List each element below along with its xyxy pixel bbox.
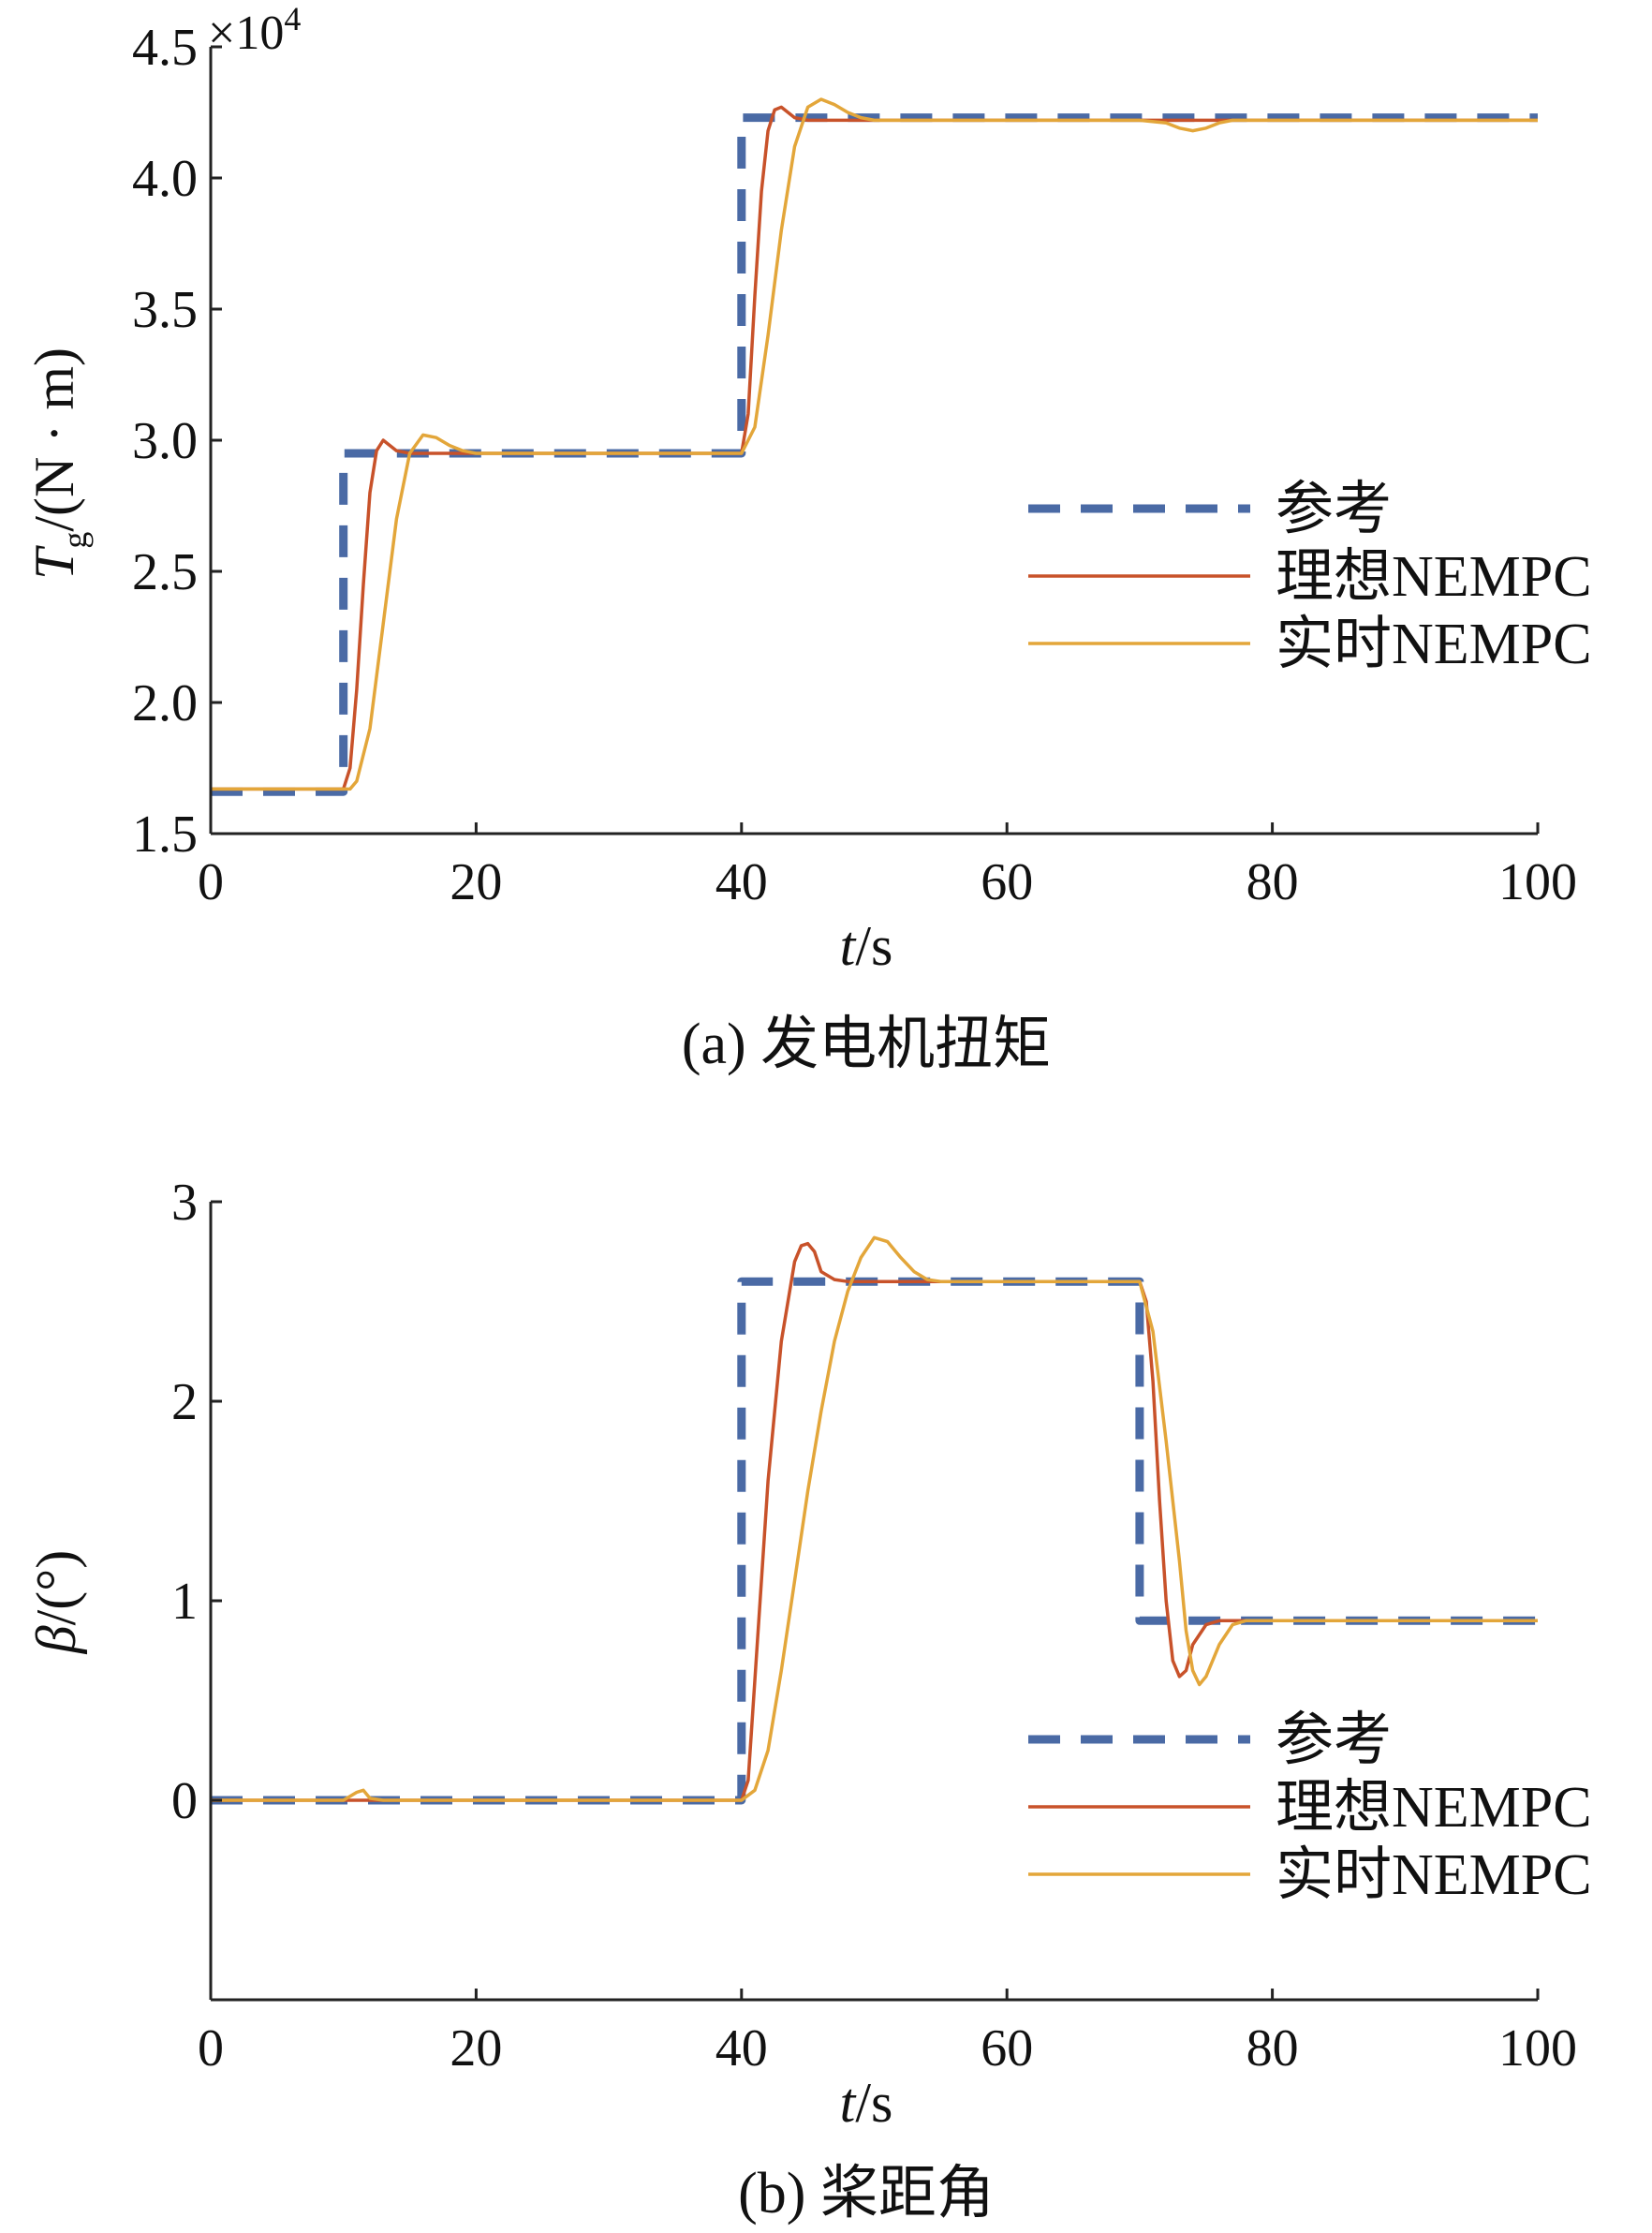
- panel-a-legend-label: 实时NEMPC: [1276, 613, 1592, 676]
- panel-b-x-axis-label: t/s: [840, 2072, 893, 2134]
- panel-b-series: [211, 1235, 1538, 1805]
- panel-b-legend-label: 实时NEMPC: [1276, 1843, 1592, 1907]
- panel-a-legend-label: 理想NEMPC: [1276, 545, 1592, 609]
- panel-a-x-tick-label: 80: [1246, 853, 1299, 911]
- panel-a-ticks: 0 20 40 60 80 100 1.5 2.0 2.5 3.0 3.5 4.0 4.5: [132, 19, 1577, 911]
- panel-a-x-tick-label: 20: [450, 853, 502, 911]
- panel-b: 0 20 40 60 80 100 0 1 2 3 β/(°) t/s (b) 桨距角 参考理想N…: [25, 1174, 1592, 2226]
- panel-a-y-tick-label: 4.0: [132, 150, 198, 208]
- panel-b-x-tick-label: 0: [198, 2019, 224, 2078]
- panel-b-caption: (b) 桨距角: [738, 2162, 995, 2226]
- panel-a-axes: [209, 47, 1538, 836]
- panel-a-series-realtime-nempc-line: [211, 97, 1538, 791]
- panel-a-x-tick-label: 60: [981, 853, 1033, 911]
- panel-b-x-tick-label: 80: [1246, 2019, 1299, 2078]
- panel-a-series: [211, 97, 1538, 796]
- panel-b-series-realtime-nempc-line: [211, 1235, 1538, 1802]
- panel-a-y-tick-label: 3.5: [132, 281, 198, 339]
- panel-a-y-tick-label: 2.5: [132, 543, 198, 601]
- panel-a-y-multiplier: ×104: [208, 0, 301, 60]
- panel-b-x-tick-label: 100: [1498, 2019, 1577, 2078]
- panel-a-y-axis-label: Tg/(N · m): [23, 348, 94, 580]
- panel-a-caption: (a) 发电机扭矩: [682, 1013, 1051, 1076]
- panel-a-y-tick-label: 1.5: [132, 806, 198, 864]
- panel-a-series-reference-line: [211, 113, 1538, 796]
- panel-b-x-tick-label: 60: [981, 2019, 1033, 2078]
- panel-b-x-tick-label: 40: [715, 2019, 768, 2078]
- panel-b-y-tick-label: 0: [171, 1772, 198, 1830]
- panel-b-y-tick-label: 2: [171, 1373, 198, 1431]
- panel-a-y-tick-label: 3.0: [132, 412, 198, 470]
- panel-b-x-tick-label: 20: [450, 2019, 502, 2078]
- panel-b-y-tick-label: 3: [171, 1174, 198, 1232]
- panel-a: 0 20 40 60 80 100 1.5 2.0 2.5 3.0 3.5 4.0 4.5 ×104 T…: [23, 0, 1592, 1076]
- panel-a-x-tick-label: 100: [1498, 853, 1577, 911]
- panel-b-legend-label: 参考: [1276, 1708, 1392, 1772]
- panel-a-x-axis-label: t/s: [840, 915, 893, 977]
- panel-b-y-tick-label: 1: [171, 1573, 198, 1631]
- panel-a-series-ideal-nempc-line: [211, 105, 1538, 791]
- panel-b-legend-label: 理想NEMPC: [1276, 1776, 1592, 1840]
- panel-a-y-tick-label: 2.0: [132, 674, 198, 732]
- panel-a-x-tick-label: 0: [198, 853, 224, 911]
- panel-a-y-tick-label: 4.5: [132, 19, 198, 77]
- panel-b-y-axis-label: β/(°): [25, 1550, 87, 1655]
- panel-a-x-tick-label: 40: [715, 853, 768, 911]
- panel-a-legend-label: 参考: [1276, 478, 1392, 541]
- panel-b-ticks: 0 20 40 60 80 100 0 1 2 3: [171, 1174, 1577, 2078]
